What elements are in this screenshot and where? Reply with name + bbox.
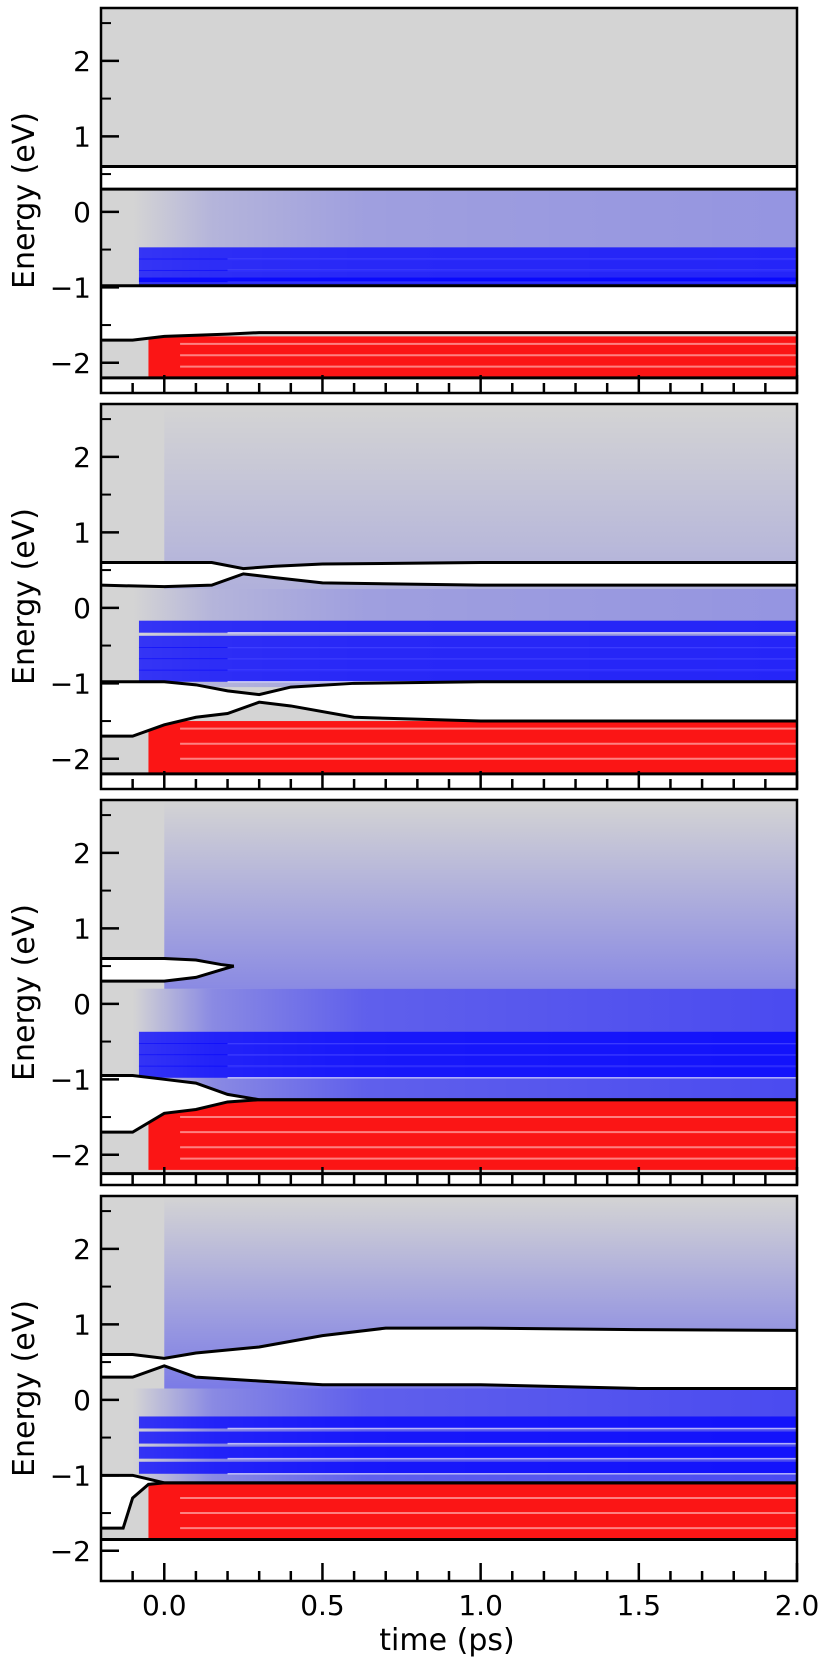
upper-gap-upper-edge bbox=[101, 957, 235, 968]
lower-gap-fill bbox=[101, 681, 797, 737]
electron-band bbox=[138, 620, 797, 633]
hole-population bbox=[148, 1482, 797, 1540]
electron-band bbox=[138, 1446, 797, 1459]
electron-band bbox=[138, 1031, 797, 1044]
upper-gap-lower-edge bbox=[101, 964, 235, 983]
y-tick-label: −2 bbox=[50, 347, 91, 380]
y-tick-label: 0 bbox=[73, 592, 91, 625]
panels: −2 −1 0 1 2 Energy (eV) −2 −1 0 1 2 Energy (eV) −2 −1… bbox=[7, 6, 820, 1622]
y-tick-label: 0 bbox=[73, 1384, 91, 1417]
y-tick-label: 2 bbox=[73, 1233, 91, 1266]
upper-gap-fill bbox=[101, 166, 797, 190]
y-tick-label: −1 bbox=[50, 271, 91, 304]
upper-gap-fill bbox=[101, 562, 797, 587]
lower-gap-lower-edge bbox=[101, 1098, 797, 1134]
lower-gap-upper-edge bbox=[101, 680, 797, 697]
electron-band bbox=[138, 658, 797, 671]
y-tick-label: −1 bbox=[50, 1459, 91, 1492]
y-tick-label: 1 bbox=[73, 516, 91, 549]
y-tick-label: 0 bbox=[73, 196, 91, 229]
upper-gap-upper-edge bbox=[101, 561, 797, 571]
y-axis-label: Energy (eV) bbox=[7, 1300, 42, 1477]
y-axis-label: Energy (eV) bbox=[7, 904, 42, 1081]
y-axis-label: Energy (eV) bbox=[7, 112, 42, 289]
lower-gap-fill bbox=[101, 285, 797, 341]
y-tick-label: 1 bbox=[73, 1308, 91, 1341]
panel-1: −2 −1 0 1 2 Energy (eV) bbox=[7, 6, 799, 395]
electron-band bbox=[138, 1431, 797, 1444]
panel-4: −2 −1 0 1 2 0.0 0.5 1.0 1.5 2.0 Energy (eV) bbox=[7, 1194, 820, 1622]
electron-band bbox=[138, 247, 797, 260]
upper-gap-upper-edge bbox=[101, 1326, 797, 1360]
electron-band bbox=[138, 647, 797, 660]
excited-wash bbox=[164, 404, 797, 589]
electron-band bbox=[138, 1043, 797, 1056]
x-tick-label: 0.0 bbox=[142, 1589, 187, 1622]
electron-band bbox=[138, 1065, 797, 1078]
electron-band bbox=[138, 258, 797, 271]
upper-gap-fill bbox=[101, 1328, 797, 1389]
y-tick-label: 2 bbox=[73, 441, 91, 474]
y-tick-label: 0 bbox=[73, 988, 91, 1021]
x-axis-label: time (ps) bbox=[379, 1623, 514, 1658]
x-tick-label: 0.5 bbox=[300, 1589, 345, 1622]
electron-band bbox=[138, 1054, 797, 1067]
electron-band bbox=[138, 1416, 797, 1429]
electron-band bbox=[138, 635, 797, 648]
y-tick-label: −2 bbox=[50, 743, 91, 776]
electron-band bbox=[138, 669, 797, 682]
lower-gap-lower-edge bbox=[101, 331, 797, 342]
panel-2: −2 −1 0 1 2 Energy (eV) bbox=[7, 402, 799, 791]
y-tick-label: 1 bbox=[73, 120, 91, 153]
upper-gap-lower-edge bbox=[101, 572, 797, 589]
y-axis-label: Energy (eV) bbox=[7, 508, 42, 685]
y-tick-label: −1 bbox=[50, 1063, 91, 1096]
x-tick-label: 1.5 bbox=[617, 1589, 662, 1622]
excited-wash bbox=[164, 800, 797, 989]
y-tick-label: −1 bbox=[50, 667, 91, 700]
hole-population bbox=[148, 721, 797, 774]
y-tick-label: −2 bbox=[50, 1139, 91, 1172]
y-tick-label: 2 bbox=[73, 45, 91, 78]
y-tick-label: 1 bbox=[73, 912, 91, 945]
panel-3: −2 −1 0 1 2 Energy (eV) bbox=[7, 798, 799, 1187]
lower-gap-lower-edge bbox=[101, 1481, 797, 1530]
y-tick-label: 2 bbox=[73, 837, 91, 870]
x-tick-label: 2.0 bbox=[775, 1589, 820, 1622]
y-tick-label: −2 bbox=[50, 1535, 91, 1568]
x-tick-label: 1.0 bbox=[458, 1589, 503, 1622]
lower-gap-lower-edge bbox=[101, 700, 797, 738]
upper-gap-lower-edge bbox=[101, 1364, 797, 1390]
hole-population bbox=[148, 336, 797, 378]
electron-band bbox=[138, 1461, 797, 1474]
